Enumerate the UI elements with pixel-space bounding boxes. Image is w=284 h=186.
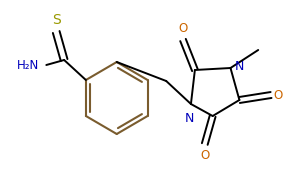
Text: N: N — [184, 112, 194, 125]
Text: O: O — [200, 149, 209, 162]
Text: S: S — [52, 13, 60, 27]
Text: H₂N: H₂N — [17, 59, 39, 71]
Text: O: O — [178, 22, 188, 35]
Text: O: O — [273, 89, 282, 102]
Text: N: N — [235, 60, 244, 73]
